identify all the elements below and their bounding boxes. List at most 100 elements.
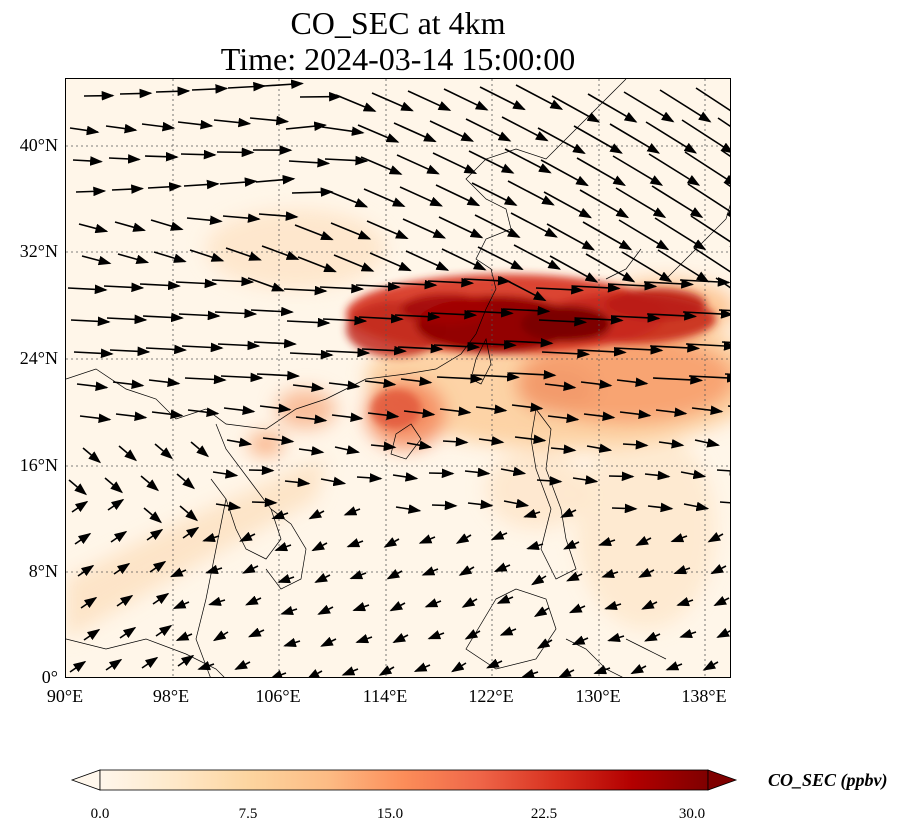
- wind-vector-arrow: [543, 191, 593, 219]
- wind-vector-arrow: [475, 404, 508, 415]
- wind-vector-arrow: [393, 122, 437, 143]
- wind-vector-arrow: [572, 475, 599, 485]
- wind-vector-arrow: [654, 217, 707, 251]
- wind-vector-arrow: [68, 479, 88, 496]
- wind-vector-arrow: [609, 123, 661, 154]
- wind-vector-arrow: [112, 379, 145, 390]
- wind-vector-arrow: [104, 477, 124, 494]
- wind-vector-arrow: [239, 531, 256, 542]
- wind-vector-arrow: [443, 88, 489, 111]
- wind-vector-arrow: [679, 628, 697, 639]
- wind-vector-arrow: [720, 149, 730, 158]
- wind-vector-arrow: [726, 213, 730, 218]
- wind-vector-arrow: [259, 403, 292, 414]
- wind-vector-arrow: [472, 371, 520, 382]
- wind-vector-arrow: [540, 159, 589, 187]
- wind-vector-arrow: [72, 156, 103, 166]
- wind-vector-arrow: [613, 345, 664, 355]
- wind-vector-arrow: [177, 654, 195, 667]
- wind-vector-arrow: [81, 255, 112, 266]
- wind-vector-arrow: [676, 596, 694, 607]
- wind-vector-arrow: [288, 157, 331, 168]
- lat-tick-label: 16°N: [19, 455, 58, 475]
- wind-vector-arrow: [687, 183, 730, 218]
- wind-vector-arrow: [269, 670, 287, 677]
- wind-vector-arrow: [71, 500, 89, 513]
- wind-vector-arrow: [683, 501, 710, 512]
- wind-vector-arrow: [149, 560, 167, 573]
- wind-vector-arrow: [285, 121, 327, 131]
- colorbar-max-extension: [707, 769, 738, 791]
- wind-vector-arrow: [258, 211, 299, 221]
- wind-vector-arrow: [247, 277, 285, 292]
- wind-vector-arrow: [469, 339, 517, 350]
- wind-vector-arrow: [308, 509, 325, 520]
- wind-vector-arrow: [424, 598, 442, 608]
- wind-vector-arrow: [466, 307, 514, 318]
- map-subtitle-time: Time: 2024-03-14 15:00:00: [220, 41, 576, 77]
- wind-vector-arrow: [234, 659, 251, 670]
- wind-vector-arrow: [333, 254, 375, 272]
- wind-vector-arrow: [582, 221, 633, 251]
- wind-vector-arrow: [187, 407, 220, 418]
- wind-vector-arrow: [647, 502, 674, 513]
- wind-vector-arrow: [649, 343, 701, 353]
- wind-vector-arrow: [406, 440, 433, 450]
- lat-tick-label: 24°N: [19, 348, 58, 368]
- wind-vector-arrow: [190, 441, 210, 458]
- wind-vector-arrow: [616, 377, 649, 388]
- wind-vector-arrow: [117, 253, 150, 264]
- wind-vector-arrow: [684, 151, 730, 186]
- wind-vector-arrow: [105, 123, 138, 134]
- wind-vector-arrow: [707, 532, 724, 543]
- wind-vector-arrow: [430, 309, 478, 320]
- wind-vector-arrow: [83, 628, 101, 641]
- wind-vector-arrow: [691, 405, 724, 416]
- wind-vector-arrow: [106, 314, 148, 325]
- wind-vector-arrow: [294, 224, 334, 241]
- wind-vector-arrow: [717, 117, 730, 128]
- colorbar-tick-label: 0.0: [90, 806, 110, 822]
- wind-vector-arrow: [458, 565, 475, 576]
- wind-vector-arrow: [80, 596, 98, 609]
- map-title: CO_SEC at 4km: [290, 5, 506, 41]
- wind-vector-arrow: [291, 187, 334, 197]
- wind-vector-arrow: [286, 317, 331, 328]
- wind-vectors: [67, 79, 730, 677]
- wind-vector-arrow: [716, 466, 730, 476]
- wind-vector-arrow: [438, 216, 484, 239]
- wind-vector-arrow: [531, 574, 547, 586]
- wind-vector-arrow: [172, 599, 190, 610]
- wind-vector-arrow: [220, 372, 264, 383]
- wind-vector-arrow: [352, 602, 370, 612]
- wind-vector-arrow: [255, 174, 296, 185]
- colorbar-tick-label: 30.0: [678, 806, 706, 822]
- wind-vector-arrow: [611, 503, 638, 514]
- wind-vector-arrow: [335, 94, 377, 112]
- wind-vector-arrow: [638, 567, 655, 578]
- wind-vector-arrow: [680, 469, 707, 480]
- wind-vector-arrow: [673, 565, 691, 575]
- wind-vector-arrow: [536, 476, 563, 486]
- wind-vector-arrow: [70, 316, 111, 327]
- wind-vector-arrow: [579, 189, 630, 219]
- wind-vector-arrow: [433, 341, 481, 352]
- wind-vector-arrow: [283, 637, 301, 648]
- wind-vector-arrow: [474, 214, 521, 238]
- wind-vector-arrow: [510, 212, 558, 238]
- wind-vector-arrow: [212, 630, 229, 642]
- wind-vector-arrow: [695, 87, 730, 112]
- wind-vector-arrow: [253, 338, 297, 349]
- wind-vector-arrow: [355, 634, 373, 644]
- wind-vector-arrow: [541, 348, 591, 359]
- wind-vector-arrow: [103, 282, 145, 293]
- wind-vector-arrow: [693, 247, 730, 273]
- wind-vector-arrow: [320, 636, 337, 647]
- wind-vector-arrow: [216, 147, 255, 158]
- wind-vector-arrow: [355, 281, 401, 292]
- wind-vector-arrow: [502, 305, 551, 316]
- wind-vector-arrow: [619, 409, 652, 420]
- wind-vector-arrow: [222, 213, 261, 223]
- wind-vector-arrow: [311, 540, 328, 552]
- wind-vector-arrow: [537, 127, 586, 154]
